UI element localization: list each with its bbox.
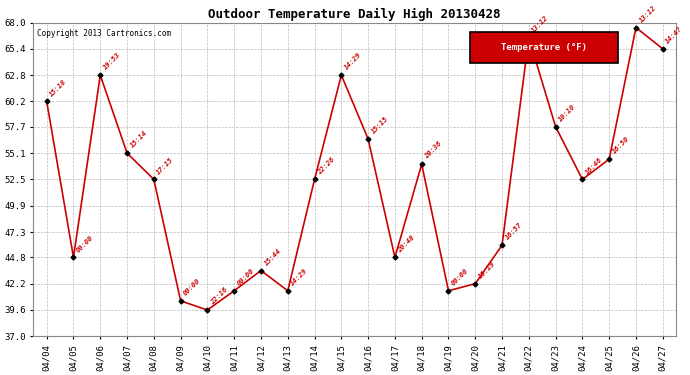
Text: 00:00: 00:00 xyxy=(75,234,95,253)
Text: 00:00: 00:00 xyxy=(236,267,255,287)
Text: Copyright 2013 Cartronics.com: Copyright 2013 Cartronics.com xyxy=(37,29,170,38)
Text: 22:16: 22:16 xyxy=(209,286,228,306)
FancyBboxPatch shape xyxy=(471,32,618,63)
Text: 10:10: 10:10 xyxy=(558,104,577,123)
Text: 14:29: 14:29 xyxy=(343,52,362,71)
Text: 17:15: 17:15 xyxy=(156,156,175,176)
Text: 16:46: 16:46 xyxy=(584,156,604,176)
Text: 15:18: 15:18 xyxy=(48,78,68,98)
Text: Temperature (°F): Temperature (°F) xyxy=(502,43,587,52)
Text: 15:14: 15:14 xyxy=(129,130,148,149)
Text: 00:00: 00:00 xyxy=(451,267,470,287)
Text: 19:53: 19:53 xyxy=(102,52,121,71)
Text: 14:4?: 14:4? xyxy=(664,26,684,45)
Text: 16:50: 16:50 xyxy=(611,136,631,155)
Text: 20:36: 20:36 xyxy=(424,141,443,160)
Text: 20:48: 20:48 xyxy=(397,234,416,253)
Text: 22:26: 22:26 xyxy=(317,156,336,176)
Text: 13:12: 13:12 xyxy=(531,14,550,34)
Text: 14:29: 14:29 xyxy=(290,267,309,287)
Text: 16:19: 16:19 xyxy=(477,260,496,280)
Text: 13:12: 13:12 xyxy=(638,4,657,24)
Text: 15:15: 15:15 xyxy=(370,116,389,135)
Title: Outdoor Temperature Daily High 20130428: Outdoor Temperature Daily High 20130428 xyxy=(208,8,501,21)
Text: 00:00: 00:00 xyxy=(182,278,201,297)
Text: 15:44: 15:44 xyxy=(263,247,282,267)
Text: 16:57: 16:57 xyxy=(504,222,523,241)
